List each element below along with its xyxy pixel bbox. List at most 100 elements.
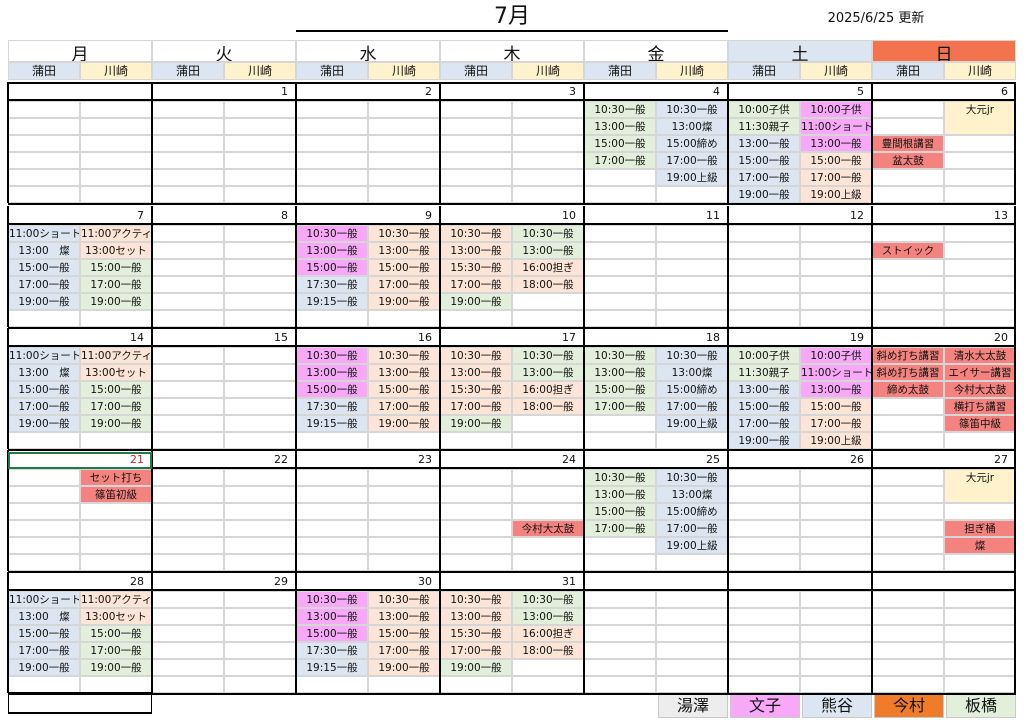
schedule-slot[interactable]: 19:00上級 [656, 415, 728, 432]
schedule-slot[interactable] [224, 381, 296, 398]
schedule-slot[interactable]: 13:00一般 [296, 608, 368, 625]
schedule-slot[interactable] [368, 554, 440, 571]
schedule-slot[interactable]: 17:00一般 [368, 276, 440, 293]
schedule-slot[interactable] [8, 486, 80, 503]
schedule-slot[interactable] [728, 259, 800, 276]
schedule-slot[interactable] [728, 469, 800, 486]
schedule-slot[interactable] [584, 225, 656, 242]
date-cell[interactable]: 16 [296, 330, 440, 347]
date-cell[interactable]: 20 [872, 330, 1016, 347]
schedule-slot[interactable]: 17:00一般 [656, 520, 728, 537]
schedule-slot[interactable] [872, 186, 944, 203]
schedule-slot[interactable] [224, 608, 296, 625]
schedule-slot[interactable] [512, 432, 584, 449]
schedule-slot[interactable]: 今村大太鼓 [512, 520, 584, 537]
schedule-slot[interactable] [728, 293, 800, 310]
schedule-slot[interactable] [152, 486, 224, 503]
schedule-slot[interactable]: 17:00一般 [584, 152, 656, 169]
schedule-slot[interactable] [152, 469, 224, 486]
schedule-slot[interactable] [368, 118, 440, 135]
date-cell[interactable]: 30 [296, 574, 440, 591]
schedule-slot[interactable]: 10:30一般 [656, 101, 728, 118]
location-header-kamata[interactable]: 蒲田 [728, 62, 800, 80]
schedule-slot[interactable]: 13:00一般 [728, 381, 800, 398]
schedule-slot[interactable]: 15:30一般 [440, 381, 512, 398]
schedule-slot[interactable] [224, 469, 296, 486]
schedule-slot[interactable] [872, 676, 944, 693]
schedule-slot[interactable] [944, 676, 1016, 693]
schedule-slot[interactable] [800, 625, 872, 642]
schedule-slot[interactable] [8, 118, 80, 135]
schedule-slot[interactable] [584, 259, 656, 276]
schedule-slot[interactable] [728, 276, 800, 293]
schedule-slot[interactable] [872, 520, 944, 537]
schedule-slot[interactable]: 16:00担ぎ [512, 381, 584, 398]
schedule-slot[interactable]: 15:00一般 [368, 259, 440, 276]
schedule-slot[interactable]: 19:00一般 [368, 293, 440, 310]
schedule-slot[interactable] [368, 469, 440, 486]
schedule-slot[interactable]: 13:00セット [80, 364, 152, 381]
schedule-slot[interactable] [80, 152, 152, 169]
schedule-slot[interactable]: 篠笛中級 [944, 415, 1016, 432]
date-cell[interactable]: 12 [728, 208, 872, 225]
schedule-slot[interactable] [224, 242, 296, 259]
schedule-slot[interactable] [656, 642, 728, 659]
schedule-slot[interactable]: 13:00燦 [656, 364, 728, 381]
schedule-slot[interactable] [800, 554, 872, 571]
schedule-slot[interactable]: 13:00燦 [656, 486, 728, 503]
day-header-6[interactable]: 日 [872, 40, 1016, 62]
schedule-slot[interactable]: 15:00一般 [296, 625, 368, 642]
schedule-slot[interactable]: 大元jr [944, 469, 1016, 503]
schedule-slot[interactable] [656, 242, 728, 259]
schedule-slot[interactable]: 13:00 燦 [8, 364, 80, 381]
schedule-slot[interactable] [872, 486, 944, 503]
schedule-slot[interactable] [584, 415, 656, 432]
schedule-slot[interactable] [584, 242, 656, 259]
schedule-slot[interactable]: 13:00一般 [296, 364, 368, 381]
schedule-slot[interactable]: 13:00セット [80, 608, 152, 625]
schedule-slot[interactable] [152, 625, 224, 642]
schedule-slot[interactable] [872, 415, 944, 432]
schedule-slot[interactable] [152, 432, 224, 449]
date-cell[interactable]: 3 [440, 84, 584, 101]
schedule-slot[interactable] [584, 676, 656, 693]
schedule-slot[interactable]: 大元jr [944, 101, 1016, 135]
schedule-slot[interactable] [800, 225, 872, 242]
location-header-kamata[interactable]: 蒲田 [584, 62, 656, 80]
schedule-slot[interactable] [224, 169, 296, 186]
schedule-slot[interactable] [728, 310, 800, 327]
schedule-slot[interactable] [152, 152, 224, 169]
schedule-slot[interactable] [584, 591, 656, 608]
day-header-2[interactable]: 水 [296, 40, 440, 62]
schedule-slot[interactable]: 17:00一般 [368, 398, 440, 415]
schedule-slot[interactable]: 13:00一般 [440, 242, 512, 259]
schedule-slot[interactable]: 17:00一般 [8, 398, 80, 415]
schedule-slot[interactable]: 10:30一般 [440, 591, 512, 608]
schedule-slot[interactable]: 17:30一般 [296, 398, 368, 415]
schedule-slot[interactable]: 15:00一般 [728, 398, 800, 415]
schedule-slot[interactable]: 13:00一般 [584, 486, 656, 503]
schedule-slot[interactable] [440, 118, 512, 135]
schedule-slot[interactable]: 13:00 燦 [8, 242, 80, 259]
location-header-kamata[interactable]: 蒲田 [440, 62, 512, 80]
schedule-slot[interactable]: 13:00一般 [368, 242, 440, 259]
day-header-5[interactable]: 土 [728, 40, 872, 62]
date-cell[interactable]: 25 [584, 452, 728, 469]
schedule-slot[interactable]: 11:30親子 [728, 364, 800, 381]
schedule-slot[interactable]: 10:30一般 [584, 469, 656, 486]
schedule-slot[interactable] [296, 310, 368, 327]
schedule-slot[interactable]: 今村大太鼓 [944, 381, 1016, 398]
schedule-slot[interactable]: 15:00一般 [368, 625, 440, 642]
schedule-slot[interactable] [8, 101, 80, 118]
schedule-slot[interactable] [872, 608, 944, 625]
schedule-slot[interactable]: 15:00一般 [584, 503, 656, 520]
schedule-slot[interactable]: 16:00担ぎ [512, 625, 584, 642]
schedule-slot[interactable] [728, 676, 800, 693]
schedule-slot[interactable] [944, 503, 1016, 520]
schedule-slot[interactable]: 10:30一般 [296, 225, 368, 242]
schedule-slot[interactable]: 10:30一般 [512, 225, 584, 242]
date-cell[interactable] [584, 574, 728, 591]
schedule-slot[interactable] [512, 415, 584, 432]
schedule-slot[interactable] [800, 503, 872, 520]
schedule-slot[interactable]: 13:00セット [80, 242, 152, 259]
